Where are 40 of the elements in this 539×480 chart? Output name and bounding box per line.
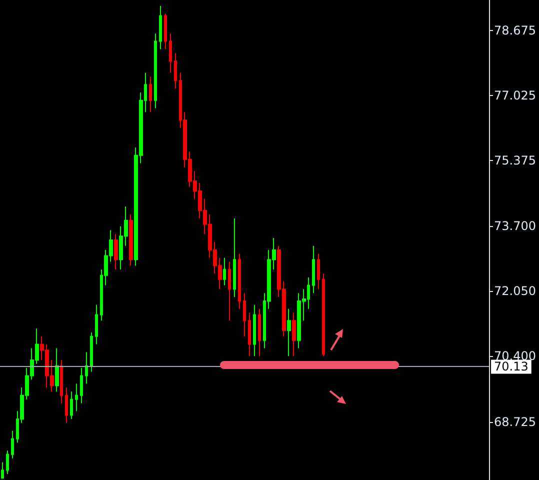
y-tick-label: 75.375 bbox=[494, 153, 536, 168]
candlestick bbox=[228, 261, 231, 322]
candlestick bbox=[70, 390, 73, 420]
candlestick bbox=[317, 253, 320, 290]
candlestick bbox=[80, 367, 83, 404]
candlestick bbox=[149, 76, 152, 113]
candlestick bbox=[85, 352, 88, 384]
y-tick-label: 73.700 bbox=[494, 219, 536, 234]
candlestick bbox=[1, 462, 4, 479]
candlestick bbox=[292, 312, 296, 357]
y-tick-label: 77.025 bbox=[494, 88, 536, 102]
candlestick bbox=[159, 5, 162, 50]
y-tick-label: 72.050 bbox=[494, 284, 536, 298]
candlestick bbox=[223, 257, 226, 286]
candlestick bbox=[55, 348, 59, 392]
candlestick bbox=[60, 360, 63, 404]
candlestick bbox=[248, 312, 251, 357]
candlestick bbox=[233, 218, 236, 298]
candlestick bbox=[322, 272, 325, 357]
y-tick-label: 68.725 bbox=[494, 414, 536, 429]
candlestick bbox=[75, 383, 78, 412]
candlestick bbox=[164, 13, 167, 50]
candlestick bbox=[174, 52, 177, 90]
candlestick bbox=[11, 430, 14, 459]
y-tick-label: 78.675 bbox=[494, 23, 536, 38]
candlestick bbox=[312, 245, 315, 294]
candlestick bbox=[287, 308, 291, 357]
candlestick bbox=[65, 387, 68, 424]
candlestick bbox=[95, 304, 98, 345]
candlestick bbox=[258, 308, 261, 357]
candlestick bbox=[6, 450, 9, 475]
candlestick bbox=[253, 304, 256, 357]
candlestick bbox=[243, 292, 246, 337]
candlestick bbox=[129, 214, 133, 266]
candlestick bbox=[114, 234, 118, 270]
ref-line-label: 70.13 bbox=[494, 360, 528, 374]
candlestick bbox=[154, 32, 157, 109]
candlestick bbox=[90, 332, 93, 372]
candlestick bbox=[238, 253, 241, 310]
candlestick bbox=[169, 32, 172, 74]
